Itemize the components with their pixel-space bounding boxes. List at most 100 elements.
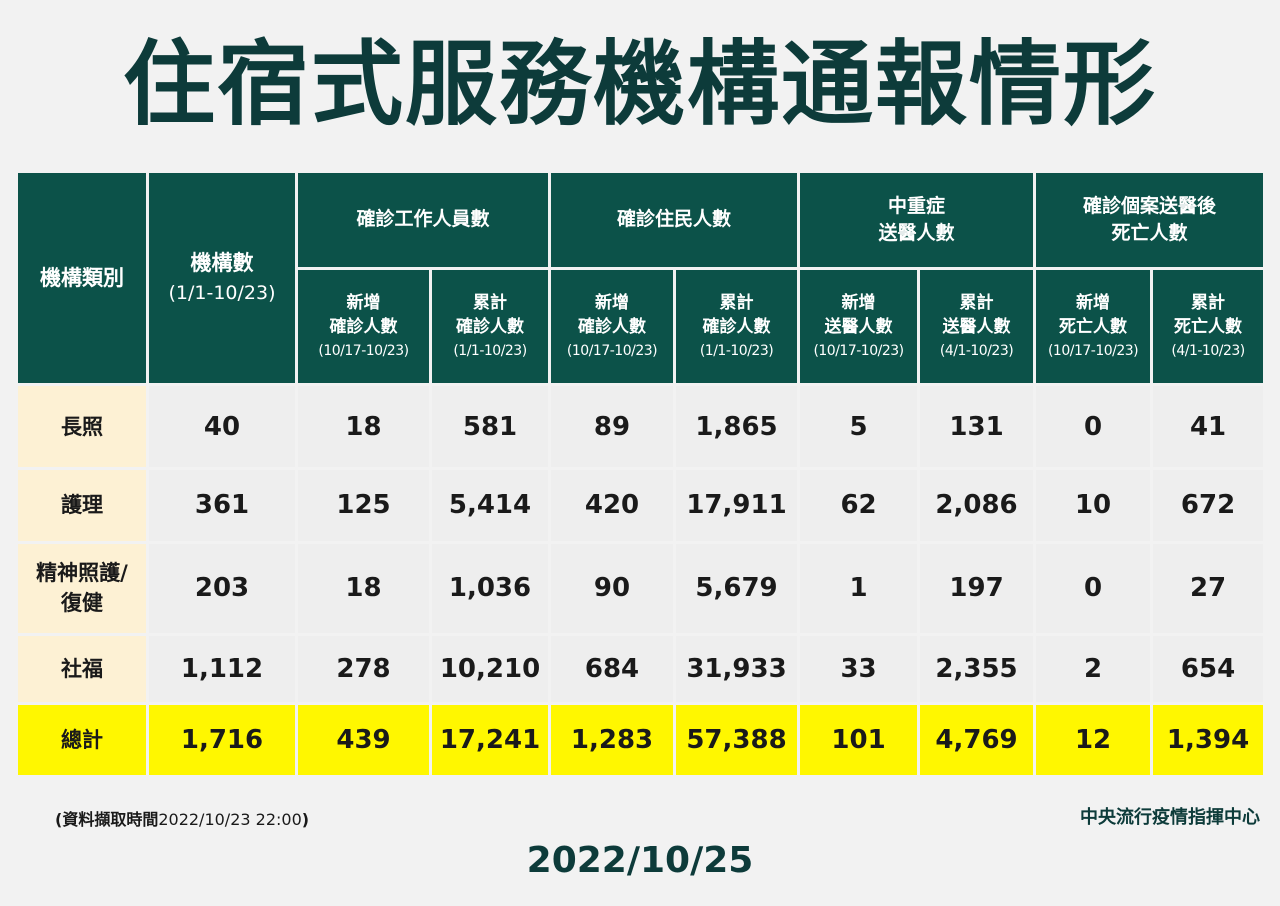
value-cell: 125 <box>298 469 429 541</box>
table-row: 社福 1,112 278 10,210 684 31,933 33 2,355 … <box>18 635 1264 703</box>
subheader-l2: 死亡人數 <box>1174 316 1243 337</box>
header-category: 機構類別 <box>18 173 146 384</box>
subheader-l2: 死亡人數 <box>1059 316 1128 337</box>
total-value-cell: 57,388 <box>676 705 798 775</box>
publish-date: 2022/10/25 <box>526 840 754 881</box>
value-cell: 18 <box>298 386 429 467</box>
subheader-range: (1/1-10/23) <box>699 342 774 359</box>
total-value-cell: 1,283 <box>551 705 674 775</box>
footnote-label: (資料擷取時間 <box>55 810 159 829</box>
value-cell: 2,355 <box>920 635 1034 703</box>
total-row: 總計 1,716 439 17,241 1,283 57,388 101 4,7… <box>18 705 1264 775</box>
header-group-residents: 確診住民人數 <box>551 173 798 267</box>
subheader-range: (10/17-10/23) <box>1047 342 1139 359</box>
subheader-range: (1/1-10/23) <box>453 342 527 359</box>
value-cell: 203 <box>149 543 295 633</box>
footnote-time: 2022/10/23 22:00 <box>158 810 302 829</box>
subheader-l1: 累計 <box>719 292 754 313</box>
page-title: 住宿式服務機構通報情形 <box>122 31 1157 138</box>
subheader-l2: 確診人數 <box>578 316 647 337</box>
subheader-cell: 新增死亡人數 (10/17-10/23) <box>1036 269 1151 384</box>
value-cell: 2,086 <box>920 469 1034 541</box>
category-cell: 長照 <box>18 386 146 467</box>
organization-name: 中央流行疫情指揮中心 <box>1080 807 1260 828</box>
total-value-cell: 4,769 <box>920 705 1034 775</box>
header-institutions: 機構數 (1/1-10/23) <box>149 173 295 384</box>
category-cell: 精神照護/復健 <box>18 543 146 633</box>
total-value-cell: 439 <box>298 705 429 775</box>
subheader-range: (10/17-10/23) <box>566 342 658 359</box>
subheader-range: (10/17-10/23) <box>813 342 904 359</box>
subheader-cell: 累計死亡人數 (4/1-10/23) <box>1153 269 1264 384</box>
value-cell: 41 <box>1153 386 1264 467</box>
subheader-range: (4/1-10/23) <box>1171 342 1245 359</box>
value-cell: 278 <box>298 635 429 703</box>
value-cell: 5,414 <box>432 469 549 541</box>
header-row-sub: 新增確診人數 (10/17-10/23) 累計確診人數 (1/1-10/23) 新增… <box>18 269 1264 384</box>
value-cell: 0 <box>1036 543 1151 633</box>
value-cell: 1 <box>800 543 918 633</box>
category-label: 社福 <box>61 656 103 681</box>
value-cell: 40 <box>149 386 295 467</box>
subheader-cell: 累計確診人數 (1/1-10/23) <box>676 269 798 384</box>
value-cell: 5,679 <box>676 543 798 633</box>
value-cell: 0 <box>1036 386 1151 467</box>
header-row-top: 機構類別 機構數 (1/1-10/23) 確診工作人員數 確診住民人數 中重症 … <box>18 173 1264 384</box>
value-cell: 672 <box>1153 469 1264 541</box>
category-label-line2: 復健 <box>61 591 103 616</box>
table-row: 護理 361 125 5,414 420 17,911 62 2,086 10 … <box>18 469 1264 541</box>
header-group-severe-l1: 中重症 <box>888 194 946 217</box>
category-label: 護理 <box>61 493 103 518</box>
value-cell: 18 <box>298 543 429 633</box>
category-cell: 護理 <box>18 469 146 541</box>
subheader-range: (4/1-10/23) <box>939 342 1014 359</box>
subheader-l2: 確診人數 <box>702 316 771 337</box>
value-cell: 90 <box>551 543 674 633</box>
value-cell: 10,210 <box>432 635 549 703</box>
header-institutions-label: 機構數 <box>190 251 254 276</box>
header-group-staff-l1: 確診工作人員數 <box>356 208 490 231</box>
value-cell: 361 <box>149 469 295 541</box>
subheader-l1: 累計 <box>473 292 507 313</box>
value-cell: 131 <box>920 386 1034 467</box>
total-value-cell: 1,716 <box>149 705 295 775</box>
category-label: 精神照護/ <box>36 561 128 586</box>
header-group-deaths-l2: 死亡人數 <box>1111 221 1188 244</box>
subheader-cell: 累計送醫人數 (4/1-10/23) <box>920 269 1034 384</box>
subheader-l1: 新增 <box>346 292 381 313</box>
subheader-l2: 確診人數 <box>329 316 398 337</box>
subheader-l2: 確診人數 <box>456 316 524 337</box>
value-cell: 684 <box>551 635 674 703</box>
value-cell: 1,865 <box>676 386 798 467</box>
total-value-cell: 101 <box>800 705 918 775</box>
subheader-cell: 新增確診人數 (10/17-10/23) <box>298 269 429 384</box>
subheader-l1: 新增 <box>1076 292 1111 313</box>
value-cell: 33 <box>800 635 918 703</box>
value-cell: 10 <box>1036 469 1151 541</box>
subheader-l2: 送醫人數 <box>942 316 1011 337</box>
value-cell: 197 <box>920 543 1034 633</box>
value-cell: 2 <box>1036 635 1151 703</box>
subheader-cell: 新增 確診人數 (10/17-10/23) <box>551 269 674 384</box>
header-group-deaths-l1: 確診個案送醫後 <box>1083 194 1217 217</box>
header-group-severe-l2: 送醫人數 <box>878 221 955 244</box>
total-value-cell: 12 <box>1036 705 1151 775</box>
value-cell: 5 <box>800 386 918 467</box>
value-cell: 62 <box>800 469 918 541</box>
value-cell: 1,036 <box>432 543 549 633</box>
subheader-cell: 新增 送醫人數 (10/17-10/23) <box>800 269 918 384</box>
category-label: 長照 <box>61 414 103 439</box>
total-value-cell: 17,241 <box>432 705 549 775</box>
value-cell: 581 <box>432 386 549 467</box>
header-group-severe: 中重症 送醫人數 <box>800 173 1034 267</box>
subheader-range: (10/17-10/23) <box>318 342 409 359</box>
header-group-residents-l1: 確診住民人數 <box>617 208 732 231</box>
subheader-l1: 累計 <box>959 292 994 313</box>
value-cell: 1,112 <box>149 635 295 703</box>
subheader-l1: 累計 <box>1191 292 1226 313</box>
data-timestamp-note: (資料擷取時間2022/10/23 22:00) <box>55 806 309 830</box>
total-label: 總計 <box>18 705 146 775</box>
value-cell: 89 <box>551 386 674 467</box>
category-cell: 社福 <box>18 635 146 703</box>
total-value-cell: 1,394 <box>1153 705 1264 775</box>
